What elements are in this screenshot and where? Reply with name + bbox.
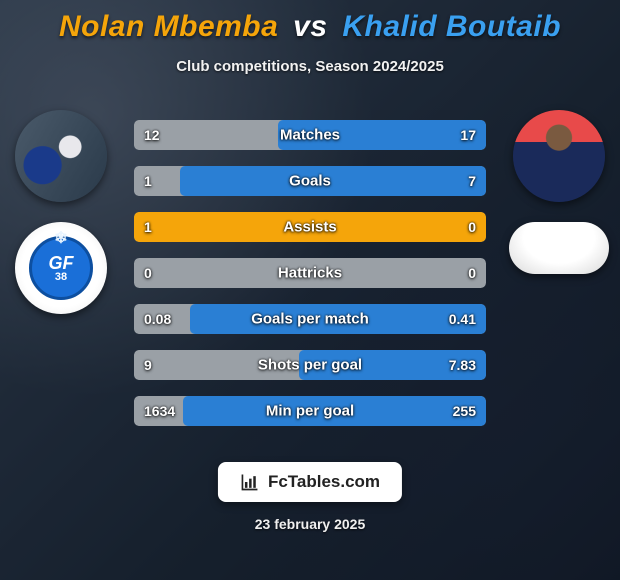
stat-bar-track [134,304,486,334]
stat-row: 1217Matches [134,120,486,150]
stat-bar-track [134,166,486,196]
stat-bar-right [299,350,486,380]
player2-club-badge [509,222,609,274]
title-player1: Nolan Mbemba [59,10,278,43]
player2-avatar [513,110,605,202]
club-left-abbrev: GF [49,254,74,272]
player1-avatar [15,110,107,202]
stat-bar-left [134,396,183,426]
stat-bar-track [134,396,486,426]
stat-row: 97.83Shots per goal [134,350,486,380]
stat-bar-track [134,258,486,288]
stat-bar-right [190,304,486,334]
footer-site-text: FcTables.com [268,472,380,492]
left-player-column: ❄ GF 38 [6,110,116,314]
snowflake-icon: ❄ [54,231,67,247]
stat-row: 1634255Min per goal [134,396,486,426]
title-player2: Khalid Boutaib [342,10,561,43]
stat-row: 10Assists [134,212,486,242]
stats-container: 1217Matches 17Goals 10Assists 00Hattricks 0.… [134,120,486,426]
stat-bar-left [134,212,486,242]
footer-date: 23 february 2025 [0,516,620,532]
stat-bar-right [180,166,486,196]
stat-row: 17Goals [134,166,486,196]
page-title: Nolan Mbemba vs Khalid Boutaib [0,10,620,44]
stat-bar-right [278,120,486,150]
stat-row: 00Hattricks [134,258,486,288]
title-vs: vs [293,10,327,43]
chart-icon [240,472,260,492]
content-root: Nolan Mbemba vs Khalid Boutaib Club comp… [0,0,620,580]
stat-bar-track [134,120,486,150]
stat-bar-left [134,120,278,150]
club-left-number: 38 [55,272,67,283]
subtitle: Club competitions, Season 2024/2025 [0,58,620,75]
stat-bar-track [134,350,486,380]
stat-bar-left [134,350,299,380]
stat-bar-right [183,396,486,426]
club-left-inner: ❄ GF 38 [29,236,93,300]
stat-bar-left [134,304,190,334]
stat-bar-neutral [134,258,486,288]
stat-row: 0.080.41Goals per match [134,304,486,334]
stat-bar-track [134,212,486,242]
footer-site-badge: FcTables.com [218,462,402,502]
player1-club-badge: ❄ GF 38 [15,222,107,314]
stat-bar-left [134,166,180,196]
right-player-column [504,110,614,274]
